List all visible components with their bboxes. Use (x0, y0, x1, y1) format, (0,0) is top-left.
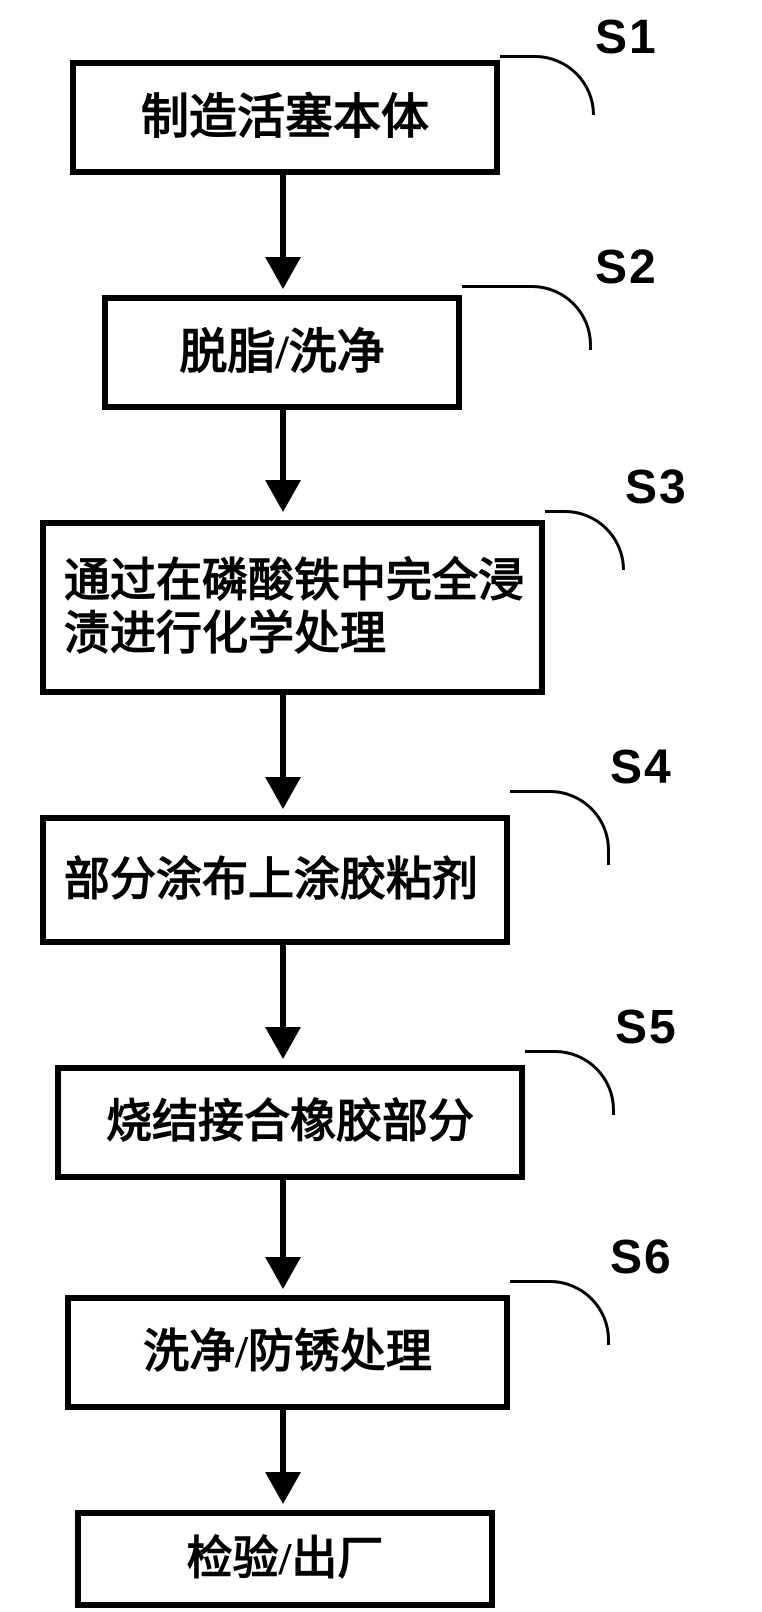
step-label-s2: S2 (595, 240, 658, 295)
step-box-s4: 部分涂布上涂胶粘剂 (40, 815, 510, 945)
label-connector (500, 55, 595, 115)
step-text: 制造活塞本体 (141, 90, 429, 145)
step-label-s4: S4 (610, 740, 673, 795)
label-text: S5 (615, 1001, 678, 1054)
step-text: 脱脂/洗净 (179, 325, 384, 380)
step-box-s1: 制造活塞本体 (70, 60, 500, 175)
step-box-final: 检验/出厂 (75, 1510, 495, 1608)
step-label-s1: S1 (595, 10, 658, 65)
label-connector (545, 510, 625, 570)
label-text: S4 (610, 741, 673, 794)
label-connector (462, 285, 592, 350)
step-label-s6: S6 (610, 1230, 673, 1285)
step-box-s6: 洗净/防锈处理 (65, 1295, 510, 1410)
step-text: 检验/出厂 (187, 1533, 384, 1586)
flowchart: 制造活塞本体 脱脂/洗净 通过在磷酸铁中完全浸渍进行化学处理 部分涂布上涂胶粘剂… (0, 0, 762, 1612)
step-label-s5: S5 (615, 1000, 678, 1055)
step-text: 部分涂布上涂胶粘剂 (64, 854, 478, 907)
label-connector (525, 1050, 615, 1115)
label-text: S2 (595, 241, 658, 294)
label-connector (510, 1280, 610, 1345)
step-box-s2: 脱脂/洗净 (102, 295, 462, 410)
label-text: S1 (595, 11, 658, 64)
label-connector (510, 790, 610, 865)
step-text: 烧结接合橡胶部分 (106, 1096, 474, 1149)
step-box-s3: 通过在磷酸铁中完全浸渍进行化学处理 (40, 520, 545, 695)
label-text: S6 (610, 1231, 673, 1284)
step-box-s5: 烧结接合橡胶部分 (55, 1065, 525, 1180)
step-text: 通过在磷酸铁中完全浸渍进行化学处理 (64, 555, 534, 661)
step-text: 洗净/防锈处理 (143, 1326, 432, 1379)
step-label-s3: S3 (625, 460, 688, 515)
label-text: S3 (625, 461, 688, 514)
